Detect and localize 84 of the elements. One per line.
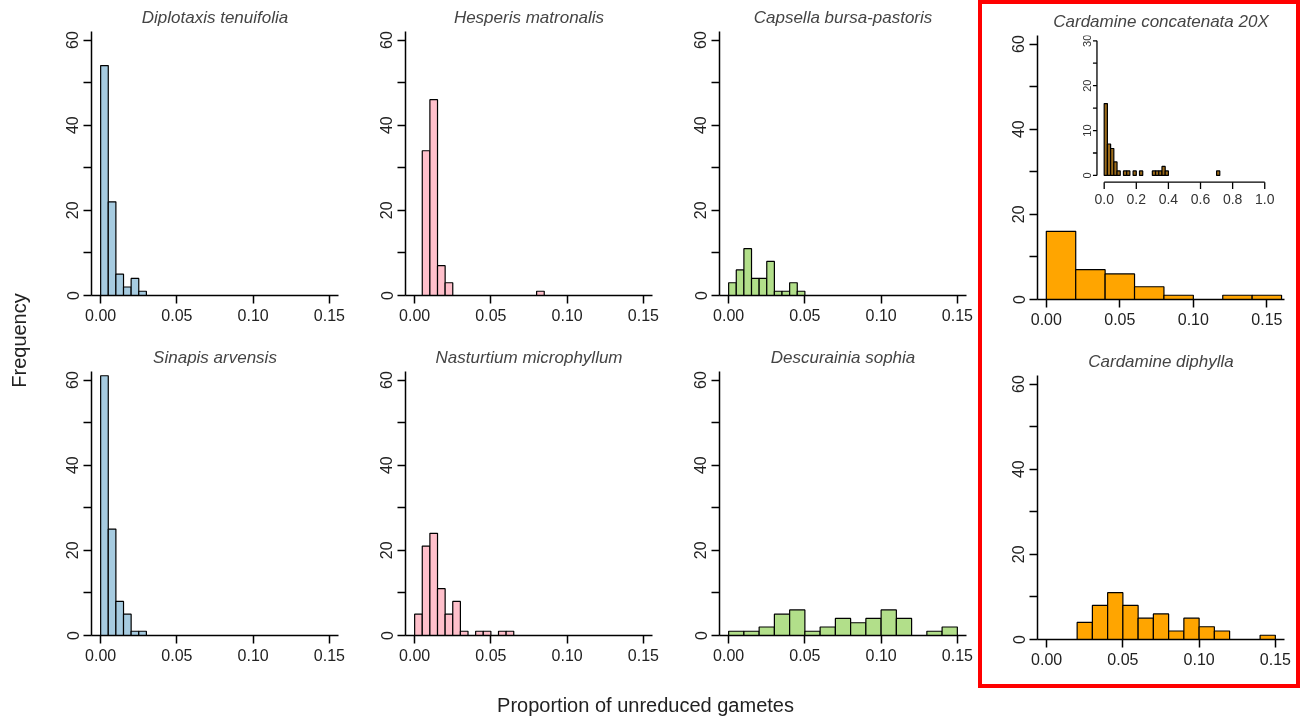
x-tick-label: 0.0 xyxy=(1094,191,1115,208)
x-tick-label: 0.00 xyxy=(1031,650,1063,668)
y-tick-label: 40 xyxy=(692,456,710,475)
y-tick-label: 20 xyxy=(378,541,396,560)
x-tick-label: 0.10 xyxy=(1183,650,1215,668)
y-tick-label: 0 xyxy=(692,290,710,300)
y-tick-label: 0 xyxy=(1010,634,1028,644)
chart-title: Nasturtium microphyllum xyxy=(435,347,623,367)
x-tick-label: 0.10 xyxy=(865,306,897,324)
x-tick-label: 1.0 xyxy=(1255,191,1275,208)
y-tick-label: 0 xyxy=(1080,172,1093,179)
y-tick-label: 0 xyxy=(378,630,396,640)
x-tick-label: 0.15 xyxy=(627,306,660,324)
y-tick-label: 40 xyxy=(378,116,396,135)
y-tick-label: 0 xyxy=(1010,294,1028,304)
y-tick-label: 60 xyxy=(1010,375,1028,393)
y-tick-label: 40 xyxy=(378,456,396,475)
x-tick-label: 0.05 xyxy=(475,646,507,664)
x-tick-label: 0.6 xyxy=(1190,191,1211,208)
x-tick-label: 0.05 xyxy=(475,306,507,324)
y-tick-label: 20 xyxy=(64,201,82,220)
x-tick-label: 0.05 xyxy=(161,646,193,664)
x-tick-label: 0.05 xyxy=(161,306,193,324)
x-tick-label: 0.00 xyxy=(1030,310,1062,328)
x-tick-label: 0.15 xyxy=(1259,650,1292,668)
y-tick-label: 40 xyxy=(1010,120,1028,139)
y-tick-label: 60 xyxy=(1010,35,1028,53)
y-tick-label: 10 xyxy=(1080,124,1093,137)
x-tick-label: 0.15 xyxy=(941,306,974,324)
x-tick-label: 0.10 xyxy=(237,646,269,664)
y-tick-label: 20 xyxy=(692,201,710,220)
x-tick-label: 0.15 xyxy=(313,306,346,324)
x-tick-label: 0.2 xyxy=(1126,191,1147,208)
y-tick-label: 20 xyxy=(692,541,710,560)
text: Frequency xyxy=(7,293,30,388)
y-tick-label: 40 xyxy=(1010,460,1028,479)
y-tick-label: 30 xyxy=(1080,34,1093,47)
x-tick-label: 0.00 xyxy=(399,306,431,324)
y-tick-label: 60 xyxy=(692,371,710,389)
y-tick-label: 0 xyxy=(692,630,710,640)
chart-title: Sinapis arvensis xyxy=(153,347,278,367)
x-tick-label: 0.05 xyxy=(789,646,821,664)
x-tick-label: 0.00 xyxy=(713,646,745,664)
y-tick-label: 0 xyxy=(64,290,82,300)
y-tick-label: 20 xyxy=(378,201,396,220)
chart-title: Cardamine diphylla xyxy=(1088,351,1234,371)
y-tick-label: 60 xyxy=(378,31,396,49)
x-tick-label: 0.00 xyxy=(713,306,745,324)
chart-title: Cardamine concatenata 20X xyxy=(1053,11,1270,31)
x-tick-label: 0.15 xyxy=(627,646,660,664)
y-tick-label: 40 xyxy=(64,116,82,135)
y-tick-label: 60 xyxy=(378,371,396,389)
text: Proportion of unreduced gametes xyxy=(497,693,794,716)
chart-title: Diplotaxis tenuifolia xyxy=(141,7,289,27)
x-tick-label: 0.10 xyxy=(865,646,897,664)
y-tick-label: 20 xyxy=(1080,79,1093,92)
x-tick-label: 0.05 xyxy=(1107,650,1139,668)
y-tick-label: 0 xyxy=(378,290,396,300)
x-tick-label: 0.10 xyxy=(1177,310,1210,328)
x-tick-label: 0.10 xyxy=(237,306,269,324)
x-tick-label: 0.05 xyxy=(789,306,821,324)
y-tick-label: 40 xyxy=(64,456,82,475)
x-tick-label: 0.15 xyxy=(1251,310,1283,328)
y-tick-label: 60 xyxy=(64,31,82,49)
x-tick-label: 0.15 xyxy=(941,646,974,664)
y-tick-label: 60 xyxy=(692,31,710,49)
y-tick-label: 20 xyxy=(1010,205,1028,224)
x-tick-label: 0.00 xyxy=(85,306,117,324)
x-tick-label: 0.8 xyxy=(1222,191,1243,208)
x-tick-label: 0.05 xyxy=(1104,310,1136,328)
x-tick-label: 0.00 xyxy=(399,646,431,664)
x-tick-label: 0.10 xyxy=(551,646,583,664)
y-tick-label: 60 xyxy=(64,371,82,389)
x-tick-label: 0.10 xyxy=(551,306,583,324)
y-tick-label: 40 xyxy=(692,116,710,135)
chart-title: Descurainia sophia xyxy=(770,347,916,367)
chart-title: Hesperis matronalis xyxy=(453,7,605,27)
y-tick-label: 20 xyxy=(64,541,82,560)
chart-title: Capsella bursa-pastoris xyxy=(753,7,933,27)
x-tick-label: 0.4 xyxy=(1158,191,1179,208)
x-tick-label: 0.15 xyxy=(313,646,346,664)
y-tick-label: 0 xyxy=(64,630,82,640)
y-tick-label: 20 xyxy=(1010,545,1028,564)
x-tick-label: 0.00 xyxy=(85,646,117,664)
